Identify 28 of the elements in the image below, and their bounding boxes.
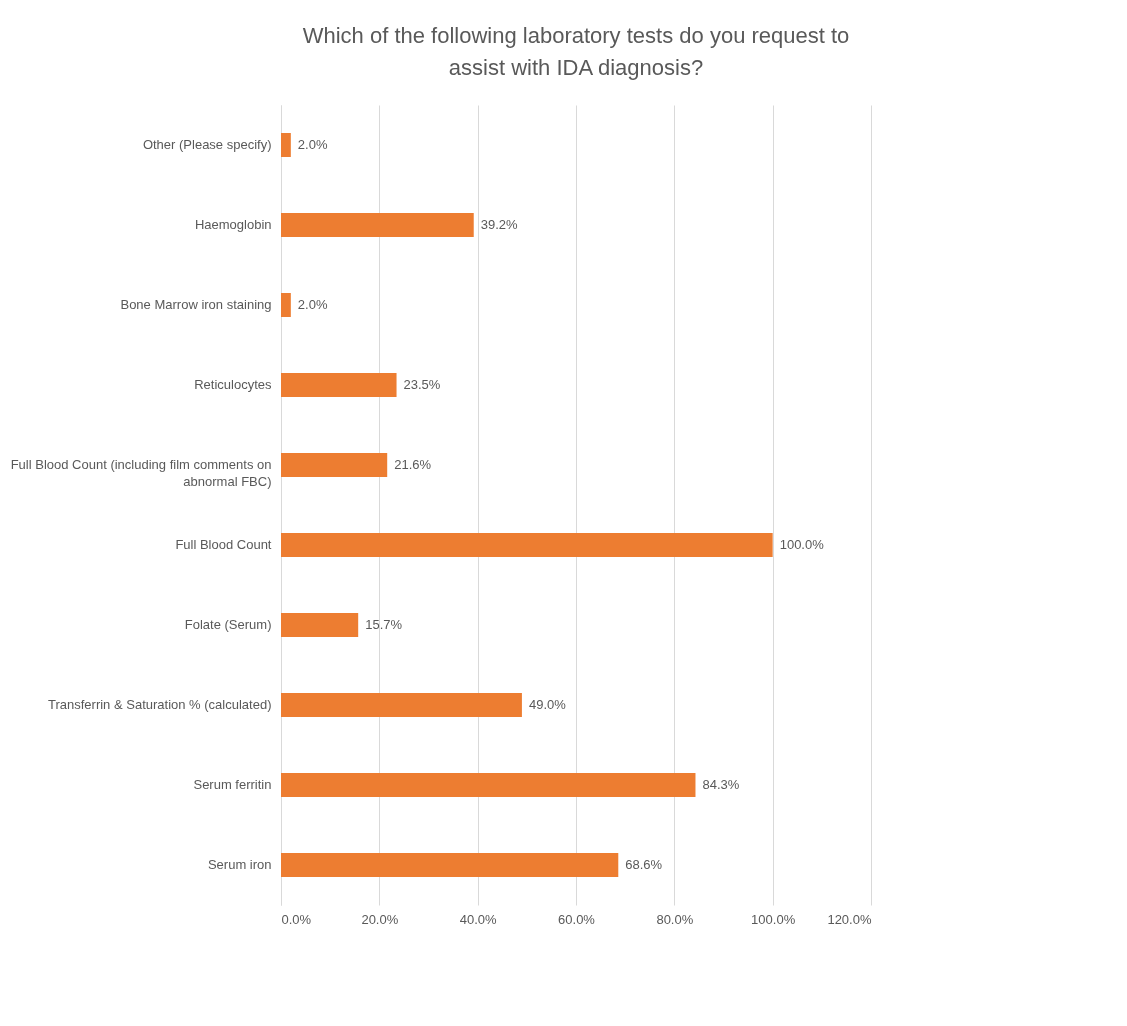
data-label: 68.6%: [625, 857, 663, 872]
y-tick-label: Full Blood Count (including film comments on abnormal FBC): [10, 457, 272, 489]
x-tick-label: 20.0%: [361, 911, 399, 927]
data-label: 15.7%: [365, 617, 403, 632]
chart-title: Which of the following laboratory tests do you request to assist with IDA diagnosis?: [302, 23, 850, 80]
data-label: 39.2%: [480, 217, 519, 232]
x-tick-label: 120.0%: [827, 911, 872, 927]
y-tick-label: Other (Please specify): [142, 137, 272, 152]
y-tick-label: Serum iron: [207, 857, 272, 872]
y-tick-label: Serum ferritin: [193, 777, 272, 792]
data-label: 49.0%: [528, 697, 567, 712]
data-label: 100.0%: [779, 537, 825, 552]
y-tick-label: Bone Marrow iron staining: [120, 297, 272, 312]
data-label: 2.0%: [297, 297, 328, 312]
y-tick-label: Full Blood Count: [175, 537, 272, 552]
y-tick-label: Haemoglobin: [194, 217, 272, 232]
x-tick-label: 80.0%: [656, 911, 694, 927]
x-tick-label: 60.0%: [558, 911, 596, 927]
x-tick-label: 40.0%: [459, 911, 498, 927]
x-tick-label: 100.0%: [751, 911, 796, 927]
x-tick-label: 0.0%: [281, 911, 312, 927]
data-label: 21.6%: [394, 457, 432, 472]
y-tick-label: Reticulocytes: [194, 377, 272, 392]
data-label: 2.0%: [297, 137, 328, 152]
data-label: 84.3%: [702, 777, 740, 792]
y-tick-label: Transferrin & Saturation % (calculated): [47, 697, 272, 712]
data-label: 23.5%: [403, 377, 441, 392]
y-tick-label: Folate (Serum): [184, 617, 272, 632]
